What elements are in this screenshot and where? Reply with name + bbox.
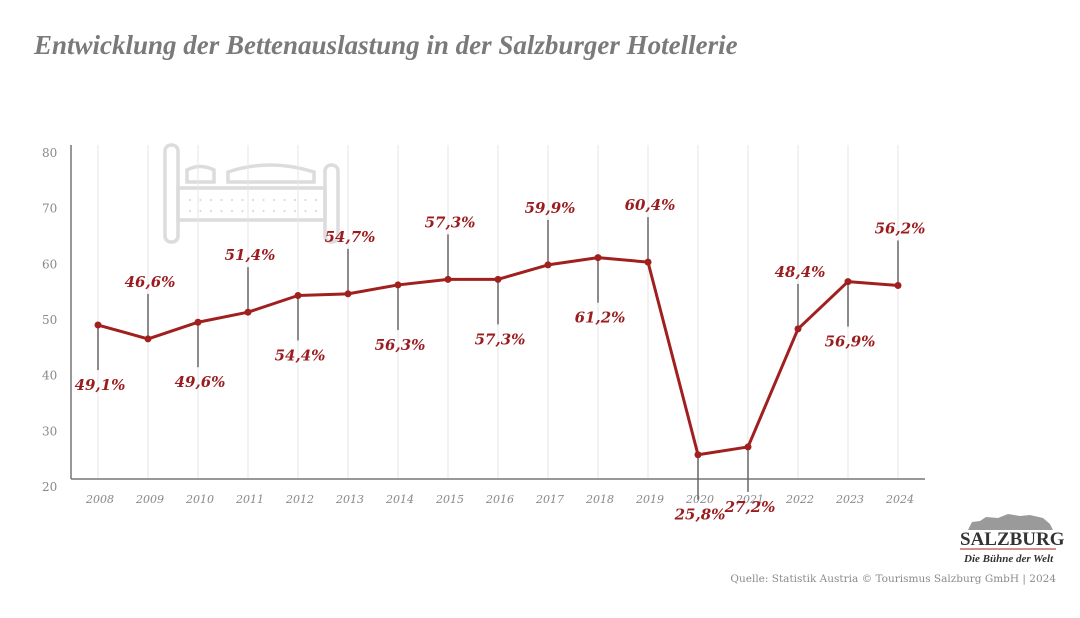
bed-dot	[314, 198, 318, 202]
bed-dot	[293, 209, 297, 213]
x-tick-label: 2017	[535, 493, 564, 506]
svg-text:SALZBURG: SALZBURG	[960, 529, 1065, 550]
bed-dot	[272, 209, 276, 213]
data-label: 51,4%	[225, 246, 276, 264]
chart-title: Entwicklung der Bettenauslastung in der …	[34, 30, 738, 60]
bed-dot	[251, 198, 255, 202]
bed-dot	[220, 198, 223, 202]
x-tick-label: 2008	[85, 493, 114, 506]
data-point	[594, 254, 602, 262]
data-point	[894, 281, 902, 289]
bed-dot	[262, 198, 265, 202]
bed-icon	[163, 143, 340, 244]
x-tick-label: 2015	[435, 493, 464, 506]
bed-dot	[272, 198, 276, 202]
y-tick-label: 80	[42, 146, 57, 160]
data-point	[344, 290, 352, 298]
data-point	[494, 275, 502, 283]
bed-dot	[209, 198, 213, 202]
bed-dot	[199, 198, 202, 202]
x-tick-label: 2010	[185, 493, 214, 506]
x-tick-label: 2021	[735, 493, 764, 506]
data-label: 56,9%	[825, 333, 876, 351]
x-tick-label: 2020	[685, 493, 714, 506]
data-label: 60,4%	[625, 196, 676, 214]
data-label: 57,3%	[475, 330, 526, 348]
bed-dot	[241, 198, 244, 202]
data-point	[444, 275, 452, 283]
bed-dot	[220, 209, 223, 213]
bed-dot	[230, 198, 234, 202]
x-tick-label: 2018	[585, 493, 614, 506]
y-tick-label: 40	[42, 369, 57, 383]
data-point	[394, 281, 402, 289]
source-note: Quelle: Statistik Austria © Tourismus Sa…	[730, 573, 1056, 585]
bed-dot	[230, 209, 234, 213]
data-label: 25,8%	[674, 506, 726, 524]
data-point	[94, 321, 102, 329]
data-point	[644, 258, 652, 266]
svg-text:Die Bühne der Welt: Die Bühne der Welt	[963, 553, 1054, 565]
data-point	[744, 443, 752, 451]
data-label: 56,2%	[875, 219, 926, 237]
x-tick-label: 2013	[335, 493, 364, 506]
data-point	[794, 325, 802, 333]
y-tick-label: 30	[42, 424, 57, 438]
x-tick-label: 2011	[235, 493, 264, 506]
bed-dot	[188, 209, 192, 213]
data-point	[244, 308, 252, 316]
data-label: 49,1%	[75, 376, 126, 394]
data-point	[294, 292, 302, 300]
bed-dot	[262, 209, 265, 213]
bed-dot	[241, 209, 244, 213]
data-label: 61,2%	[575, 309, 626, 327]
bed-dot	[251, 209, 255, 213]
data-point	[194, 318, 202, 326]
data-label: 48,4%	[775, 263, 826, 281]
x-tick-label: 2024	[885, 493, 914, 506]
bed-dot	[293, 198, 297, 202]
bed-dot	[304, 209, 307, 213]
data-label: 54,7%	[325, 228, 376, 246]
bed-dot	[283, 209, 286, 213]
data-label: 59,9%	[525, 199, 576, 217]
bed-dot	[188, 198, 192, 202]
data-label: 54,4%	[275, 347, 326, 365]
data-point	[694, 451, 702, 459]
bed-dot	[199, 209, 202, 213]
x-tick-label: 2023	[835, 493, 864, 506]
x-tick-label: 2009	[135, 493, 164, 506]
x-tick-label: 2016	[485, 493, 514, 506]
data-point	[844, 278, 852, 286]
x-tick-label: 2022	[785, 493, 814, 506]
data-label: 56,3%	[375, 336, 426, 354]
data-point	[144, 335, 152, 343]
y-tick-label: 60	[42, 257, 57, 271]
x-tick-label: 2014	[385, 493, 414, 506]
bed-dot	[209, 209, 213, 213]
y-tick-label: 20	[42, 480, 57, 494]
salzburg-logo: SALZBURG Die Bühne der Welt	[960, 514, 1065, 565]
x-tick-label: 2012	[285, 493, 314, 506]
bed-dot	[314, 209, 318, 213]
bed-dot	[283, 198, 286, 202]
data-label: 49,6%	[175, 373, 226, 391]
x-tick-label: 2019	[635, 493, 664, 506]
bed-dot	[304, 198, 307, 202]
data-point	[544, 261, 552, 269]
y-tick-label: 70	[42, 202, 57, 216]
data-label: 46,6%	[125, 273, 176, 291]
y-tick-label: 50	[42, 313, 57, 327]
data-label: 57,3%	[425, 213, 476, 231]
data-label: 27,2%	[724, 498, 776, 516]
